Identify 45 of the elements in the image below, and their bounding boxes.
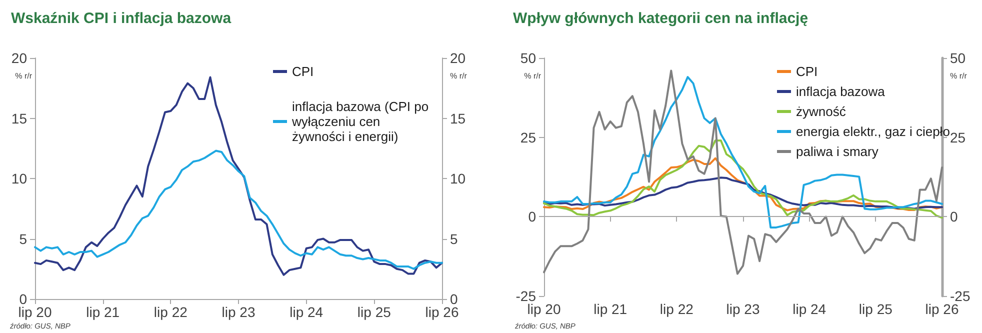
x-tick-label: lip 21 — [594, 301, 628, 317]
y-tick-label: -25 — [516, 288, 536, 304]
y-axis-title: % r/r — [15, 72, 32, 80]
x-tick-label: lip 25 — [357, 304, 392, 320]
y-tick-label: 0 — [528, 208, 536, 225]
legend-label: energia elektr., gaz i ciepło — [796, 124, 950, 139]
x-tick-label: lip 23 — [726, 301, 760, 317]
legend-label: inflacja bazowa — [796, 84, 886, 99]
y-tick-label: 5 — [19, 230, 28, 247]
x-tick-label: lip 24 — [792, 301, 826, 317]
x-tick-label: lip 26 — [425, 304, 459, 320]
y-tick-label: 50 — [520, 50, 536, 66]
y-tick-label: 10 — [11, 170, 28, 186]
chart-title: Wskaźnik CPI i inflacja bazowa — [11, 10, 232, 27]
x-tick-label: lip 26 — [925, 301, 959, 317]
x-tick-label: lip 23 — [222, 304, 256, 320]
y2-tick-label: 0 — [450, 291, 458, 307]
chart-title: Wpływ głównych kategorii cen na inflację — [513, 10, 808, 27]
y-tick-label: 25 — [520, 129, 536, 146]
legend-label: inflacja bazowa (CPI po wyłączeniu cen żywności i energii) — [291, 99, 432, 144]
x-tick-label: lip 22 — [660, 301, 694, 317]
legend-label: paliwa i smary — [796, 144, 879, 159]
y2-tick-label: -25 — [950, 288, 970, 304]
x-tick-label: lip 22 — [154, 304, 188, 320]
x-tick-label: lip 24 — [290, 304, 324, 320]
y-tick-label: 0 — [19, 291, 28, 307]
y-tick-label: 20 — [11, 50, 28, 66]
y-axis-title: % r/r — [524, 72, 542, 80]
x-tick-label: lip 20 — [18, 304, 52, 320]
legend-label: CPI — [796, 64, 818, 79]
y2-tick-label: 20 — [450, 50, 466, 66]
y2-tick-label: 5 — [450, 230, 458, 247]
legend-label: CPI — [292, 64, 314, 79]
x-tick-label: lip 20 — [527, 301, 561, 317]
x-tick-label: lip 25 — [858, 301, 893, 317]
legend-label: żywność — [796, 104, 846, 119]
y2-tick-label: 15 — [450, 110, 466, 126]
y2-tick-label: 50 — [950, 50, 966, 66]
y2-tick-label: 0 — [950, 208, 958, 225]
y2-tick-label: 10 — [450, 170, 466, 186]
y-tick-label: 15 — [11, 110, 28, 126]
x-tick-label: lip 21 — [86, 304, 120, 320]
y2-axis-title: % r/r — [950, 72, 968, 80]
y2-tick-label: 25 — [950, 129, 966, 146]
y2-axis-title: % r/r — [450, 72, 468, 80]
